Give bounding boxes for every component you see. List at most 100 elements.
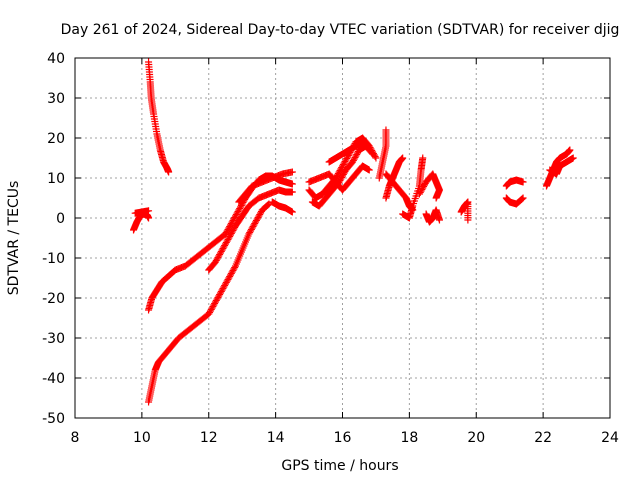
series-arc-t — [502, 176, 527, 190]
data-points — [130, 58, 577, 406]
data-point — [212, 297, 220, 304]
data-point — [214, 254, 222, 261]
data-point — [226, 271, 234, 279]
data-point — [221, 242, 229, 249]
data-point — [221, 282, 229, 289]
y-tick-label: 0 — [56, 211, 65, 227]
data-point — [352, 152, 360, 160]
data-point — [216, 249, 224, 257]
data-point — [337, 175, 345, 183]
data-point — [340, 169, 348, 177]
data-point — [235, 206, 243, 214]
y-tick-label: -50 — [42, 411, 65, 427]
series-arc-a — [145, 58, 173, 176]
data-point — [236, 205, 244, 212]
data-point — [336, 167, 344, 174]
data-point — [210, 301, 218, 309]
data-point — [252, 217, 260, 224]
y-tick-label: 20 — [47, 131, 65, 147]
data-point — [517, 196, 525, 203]
x-tick-label: 10 — [133, 430, 151, 446]
data-point — [218, 246, 226, 254]
data-point — [209, 303, 217, 310]
data-point — [211, 300, 219, 307]
data-point — [416, 189, 424, 196]
data-point — [226, 233, 234, 240]
data-point — [213, 295, 221, 303]
data-point — [252, 218, 260, 226]
y-tick-label: -20 — [42, 291, 65, 307]
data-point — [255, 212, 263, 220]
data-point — [228, 268, 236, 276]
x-tick-label: 22 — [534, 430, 552, 446]
data-point — [224, 236, 232, 243]
x-tick-label: 20 — [467, 430, 485, 446]
data-point — [264, 201, 272, 209]
data-point — [224, 276, 232, 283]
data-point — [223, 227, 231, 235]
data-point — [219, 285, 227, 292]
x-tick-label: 24 — [601, 430, 619, 446]
data-point — [333, 171, 341, 179]
series-arc-w — [546, 154, 577, 178]
data-point — [207, 306, 215, 313]
series-arc-h — [268, 198, 296, 216]
data-point — [335, 168, 343, 176]
y-tick-label: -10 — [42, 251, 65, 267]
data-point — [256, 211, 264, 218]
data-point — [223, 277, 231, 285]
data-point — [225, 274, 233, 282]
data-point — [382, 126, 390, 134]
x-tick-label: 12 — [200, 430, 218, 446]
data-point — [237, 203, 245, 211]
data-point — [339, 161, 347, 168]
data-point — [226, 231, 234, 239]
series-arc-l — [325, 138, 373, 166]
data-point — [229, 217, 237, 224]
data-point — [350, 155, 358, 163]
data-point — [230, 265, 238, 273]
data-point — [231, 214, 239, 221]
data-point — [226, 223, 234, 230]
data-point — [232, 212, 239, 220]
data-point — [145, 214, 153, 222]
data-point — [220, 243, 228, 251]
data-point — [338, 164, 346, 171]
data-point — [364, 145, 372, 153]
series-arc-n — [382, 154, 407, 202]
data-point — [419, 184, 427, 192]
data-point — [432, 194, 440, 202]
x-tick-label: 16 — [334, 430, 352, 446]
data-point — [222, 229, 230, 236]
data-point — [219, 245, 227, 252]
data-point — [464, 216, 472, 224]
data-point — [206, 307, 214, 315]
data-point — [226, 273, 234, 280]
series-arc-c — [131, 207, 153, 217]
data-point — [253, 215, 261, 223]
data-point — [344, 153, 352, 161]
y-tick-label: -40 — [42, 371, 65, 387]
data-point — [365, 146, 373, 154]
data-point — [339, 162, 346, 170]
x-axis-label: GPS time / hours — [281, 458, 398, 474]
data-point — [372, 154, 380, 162]
data-point — [214, 294, 222, 301]
data-point — [250, 221, 258, 229]
data-point — [225, 234, 233, 242]
data-point — [220, 283, 228, 291]
data-point — [247, 227, 255, 235]
data-point — [246, 229, 254, 236]
data-point — [418, 186, 426, 193]
data-point — [245, 230, 253, 238]
data-point — [212, 257, 220, 264]
data-point — [216, 289, 224, 297]
data-point — [399, 154, 407, 162]
y-tick-label: -30 — [42, 331, 65, 347]
data-point — [340, 159, 348, 167]
data-point — [417, 187, 425, 195]
plot-border — [74, 57, 611, 419]
series-arc-k — [305, 162, 373, 194]
data-point — [217, 288, 225, 295]
